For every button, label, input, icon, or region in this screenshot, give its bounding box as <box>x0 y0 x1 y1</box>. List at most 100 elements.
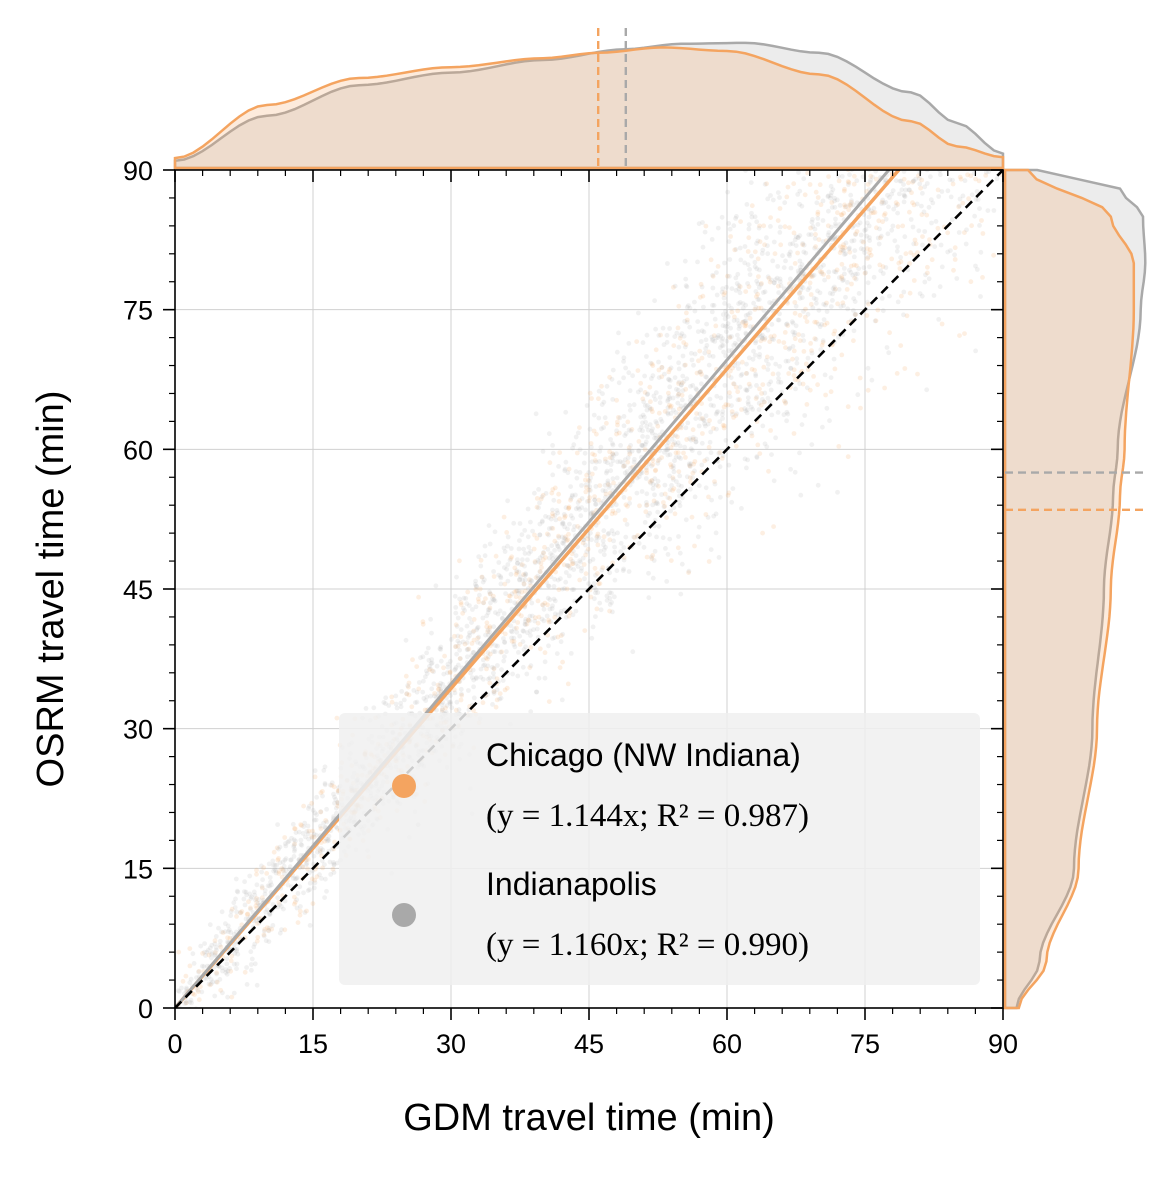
scatter-point <box>915 62 920 67</box>
scatter-point <box>1018 0 1023 4</box>
scatter-point <box>1018 54 1023 59</box>
scatter-point <box>197 1008 202 1013</box>
scatter-point <box>778 225 783 230</box>
scatter-point <box>622 558 627 563</box>
scatter-point <box>580 496 585 501</box>
scatter-point <box>778 242 783 247</box>
scatter-point <box>1004 116 1009 121</box>
scatter-point <box>529 663 534 668</box>
scatter-point <box>1044 37 1049 42</box>
scatter-point <box>917 0 922 1</box>
scatter-point <box>947 177 952 182</box>
scatter-point <box>483 553 488 558</box>
scatter-point <box>956 93 961 98</box>
scatter-point <box>498 691 503 696</box>
scatter-point <box>727 491 732 496</box>
scatter-point <box>991 38 996 43</box>
scatter-point <box>416 595 421 600</box>
scatter-point <box>582 628 587 633</box>
scatter-point <box>1002 3 1007 8</box>
scatter-point <box>622 433 627 438</box>
scatter-point <box>803 192 808 197</box>
scatter-point <box>611 443 616 448</box>
scatter-point <box>952 0 957 3</box>
scatter-point <box>526 507 531 512</box>
scatter-point <box>469 620 474 625</box>
scatter-point <box>938 51 943 56</box>
y-axis-title: OSRM travel time (min) <box>30 391 72 788</box>
scatter-point <box>475 626 480 631</box>
scatter-point <box>751 357 756 362</box>
scatter-point <box>945 230 950 235</box>
scatter-point <box>915 202 920 207</box>
scatter-point <box>746 395 751 400</box>
scatter-point <box>747 267 752 272</box>
scatter-point <box>638 381 643 386</box>
scatter-point <box>809 232 814 237</box>
scatter-point <box>203 1045 208 1050</box>
scatter-point <box>1020 112 1025 117</box>
scatter-point <box>744 388 749 393</box>
scatter-point <box>941 40 946 45</box>
scatter-point <box>678 551 683 556</box>
scatter-point <box>470 675 475 680</box>
scatter-point <box>720 215 725 220</box>
scatter-point <box>234 966 239 971</box>
scatter-point <box>792 373 797 378</box>
scatter-point <box>612 550 617 555</box>
scatter-point <box>630 649 635 654</box>
scatter-point <box>991 43 996 48</box>
scatter-point <box>629 429 634 434</box>
scatter-point <box>472 696 477 701</box>
scatter-point <box>1022 110 1027 115</box>
scatter-point <box>225 995 230 1000</box>
scatter-point <box>683 345 688 350</box>
scatter-point <box>1027 32 1032 37</box>
scatter-point <box>798 493 803 498</box>
scatter-point <box>647 385 652 390</box>
scatter-point <box>961 73 966 78</box>
scatter-point <box>248 949 253 954</box>
scatter-point <box>667 474 672 479</box>
scatter-point <box>676 489 681 494</box>
scatter-point <box>176 1010 181 1015</box>
scatter-point <box>944 92 949 97</box>
scatter-point <box>490 702 495 707</box>
scatter-point <box>898 343 903 348</box>
scatter-point <box>666 405 671 410</box>
scatter-point <box>976 92 981 97</box>
scatter-point <box>989 49 994 54</box>
scatter-point <box>695 260 700 265</box>
scatter-point <box>700 441 705 446</box>
scatter-point <box>918 75 923 80</box>
scatter-point <box>690 515 695 520</box>
scatter-point <box>996 51 1001 56</box>
scatter-point <box>1046 52 1051 57</box>
scatter-point <box>681 340 686 345</box>
scatter-point <box>666 495 671 500</box>
scatter-point <box>901 290 906 295</box>
scatter-point <box>800 422 805 427</box>
scatter-point <box>808 281 813 286</box>
scatter-point <box>845 307 850 312</box>
scatter-point <box>976 20 981 25</box>
scatter-point <box>543 676 548 681</box>
scatter-point <box>959 68 964 73</box>
scatter-point <box>729 500 734 505</box>
scatter-point <box>1023 78 1028 83</box>
scatter-point <box>677 380 682 385</box>
scatter-point <box>915 59 920 64</box>
scatter-point <box>993 56 998 61</box>
scatter-point <box>536 599 541 604</box>
scatter-point <box>866 366 871 371</box>
scatter-point <box>255 882 260 887</box>
scatter-point <box>896 261 901 266</box>
scatter-point <box>1024 84 1029 89</box>
scatter-point <box>711 354 716 359</box>
scatter-point <box>1004 100 1009 105</box>
scatter-point <box>704 224 709 229</box>
scatter-point <box>729 375 734 380</box>
x-density-chicago <box>175 47 1003 168</box>
scatter-point <box>699 381 704 386</box>
scatter-point <box>529 601 534 606</box>
